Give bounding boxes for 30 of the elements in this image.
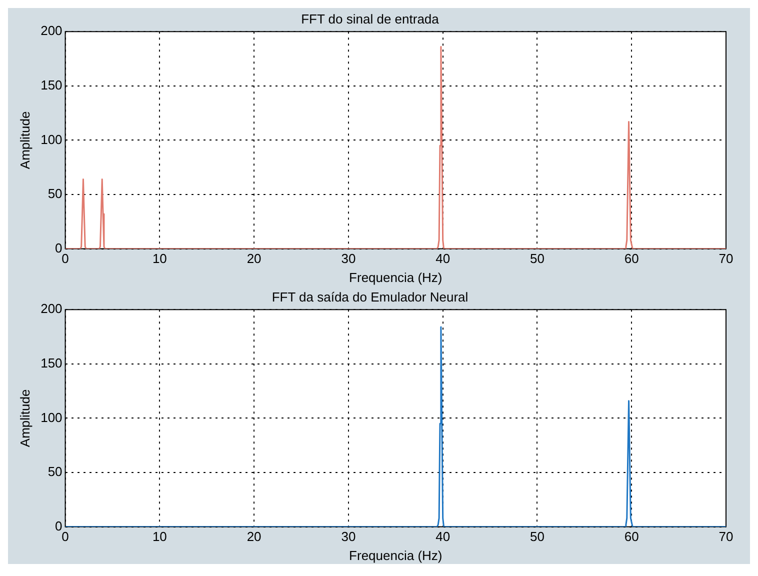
y-axis-title: Amplitude <box>17 111 32 170</box>
x-tick-label: 50 <box>530 529 544 544</box>
x-tick-label: 70 <box>718 529 734 544</box>
x-tick-label: 10 <box>152 529 167 544</box>
y-tick-label: 50 <box>48 186 62 202</box>
y-tick-label: 100 <box>40 132 62 147</box>
y-axis-title: Amplitude <box>17 389 32 448</box>
y-tick-label: 150 <box>40 355 62 370</box>
x-tick-label: 10 <box>152 251 167 266</box>
x-tick-label: 30 <box>341 529 356 544</box>
x-tick-label: 50 <box>530 251 544 266</box>
x-tick-label: 20 <box>246 251 262 266</box>
y-tick-label: 0 <box>55 240 62 256</box>
y-tick-label: 150 <box>40 77 62 92</box>
x-tick-label: 40 <box>436 529 450 544</box>
x-tick-label: 60 <box>624 529 639 544</box>
x-tick-label: 70 <box>718 251 734 266</box>
x-axis-title: Frequencia (Hz) <box>349 548 442 563</box>
x-tick-label: 40 <box>436 251 450 266</box>
y-tick-label: 100 <box>40 410 62 425</box>
x-tick-label: 60 <box>624 251 639 266</box>
x-tick-label: 30 <box>341 251 356 266</box>
y-tick-label: 50 <box>48 464 62 480</box>
y-tick-label: 200 <box>40 23 62 38</box>
chart-title: FFT do sinal de entrada <box>301 11 440 26</box>
chart-title: FFT da saída do Emulador Neural <box>272 289 468 304</box>
x-axis-title: Frequencia (Hz) <box>349 270 442 285</box>
x-tick-label: 20 <box>246 529 262 544</box>
y-tick-label: 0 <box>55 518 62 534</box>
y-tick-label: 200 <box>40 301 62 316</box>
